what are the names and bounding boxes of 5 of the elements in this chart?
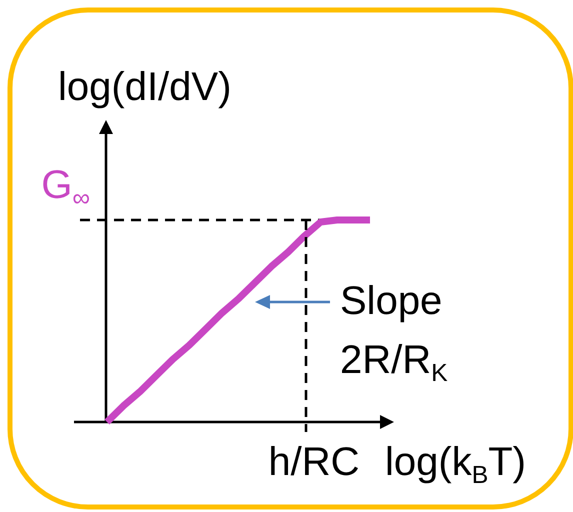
text: h/RC — [268, 440, 360, 484]
ref-line-label: G$_{∞}$ — [41, 163, 90, 212]
annotation: Slope 2R/R$_{K}$ — [340, 279, 448, 387]
y-axis-title: log(dI/dV) — [58, 65, 232, 109]
x-axis-title: log(k$_{B}$T) — [385, 440, 526, 489]
